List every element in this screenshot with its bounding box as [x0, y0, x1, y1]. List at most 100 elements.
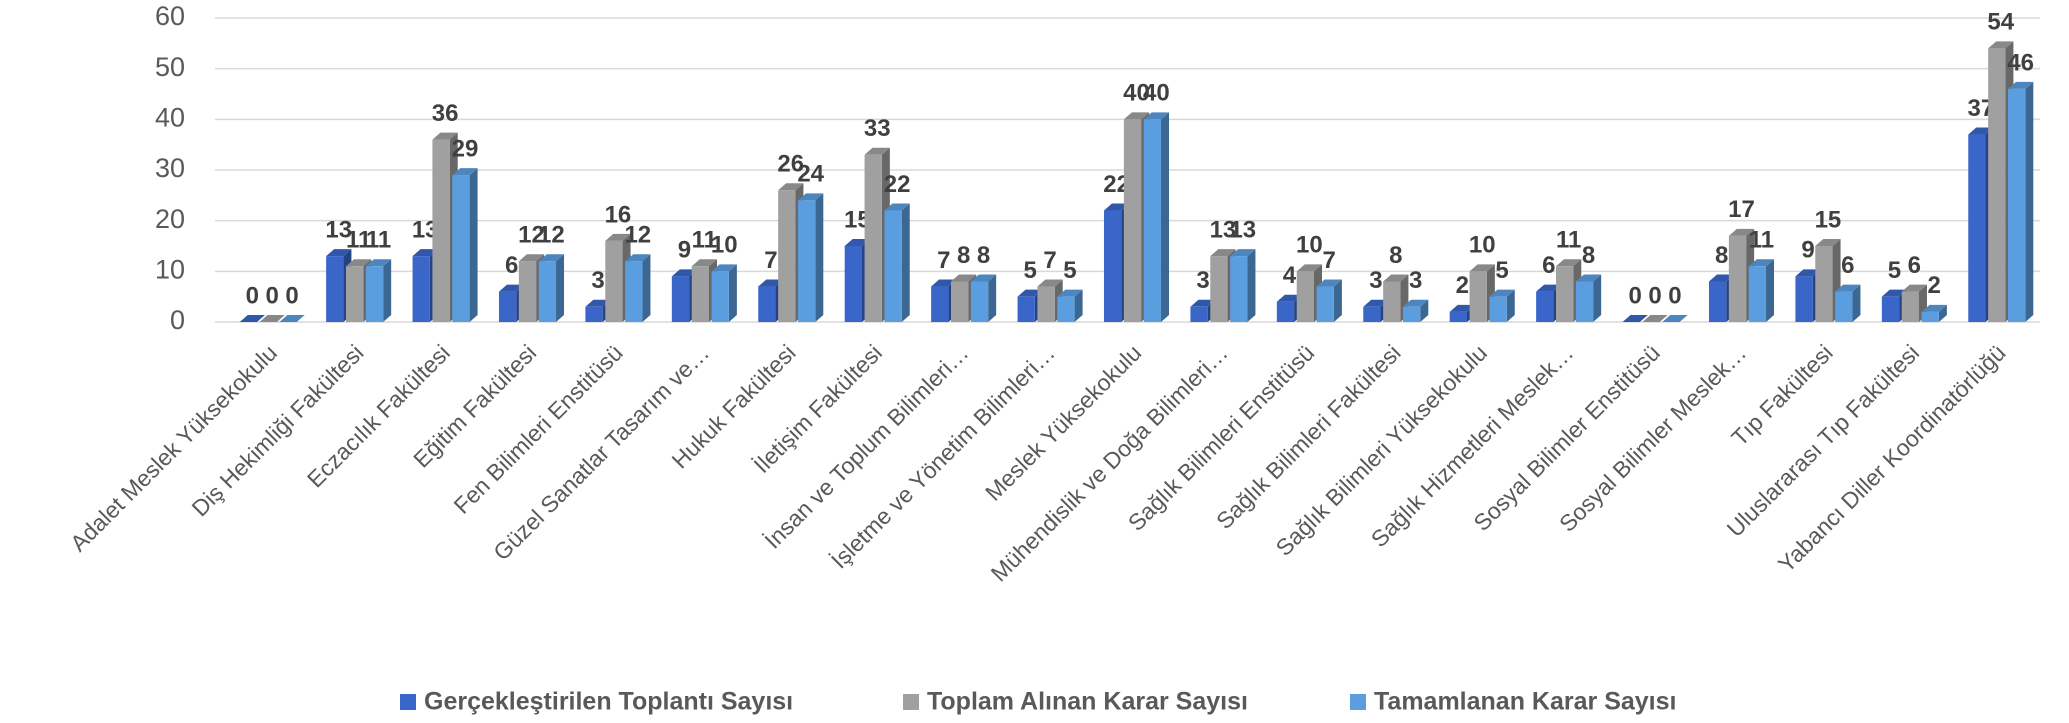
bar-top [884, 203, 910, 211]
data-label: 0 [1668, 282, 1681, 309]
y-tick-label: 50 [155, 52, 185, 82]
bar [1728, 235, 1747, 322]
bar-side [1247, 249, 1256, 322]
y-tick-label: 30 [155, 153, 185, 183]
bar [1748, 266, 1767, 322]
bar-side [642, 254, 651, 322]
bar-top [1662, 315, 1688, 322]
bar [1881, 296, 1900, 322]
bar [1123, 119, 1142, 322]
bar-top [1190, 299, 1216, 307]
data-label: 7 [1043, 247, 1056, 274]
data-label: 2 [1928, 272, 1941, 299]
bar-top [538, 254, 565, 262]
bar-side [1766, 259, 1775, 322]
bar [1556, 266, 1574, 322]
bar-top [1017, 289, 1043, 297]
bar-top [711, 264, 737, 272]
bar-top [326, 249, 352, 257]
data-label: 6 [1841, 252, 1854, 279]
data-label: 0 [266, 282, 279, 309]
bar [1057, 296, 1075, 322]
bar-top [1143, 112, 1170, 120]
bar [625, 261, 643, 322]
data-label: 13 [1210, 216, 1237, 243]
bar-top [1708, 274, 1735, 282]
data-label: 15 [1815, 206, 1842, 233]
bar [1536, 291, 1554, 322]
bar [931, 286, 949, 322]
bar [2008, 88, 2026, 322]
bar-top [1881, 289, 1908, 297]
data-label: 11 [346, 227, 371, 254]
bar [1017, 296, 1035, 322]
data-label: 17 [1728, 196, 1755, 223]
data-label: 10 [1296, 232, 1323, 259]
x-tick-label: Meslek Yüksekokulu [980, 339, 1146, 505]
data-label: 26 [777, 151, 804, 178]
bar-top [585, 299, 611, 307]
bar-top [1728, 228, 1755, 236]
data-label: 8 [1389, 242, 1402, 269]
data-label: 29 [452, 135, 479, 162]
bar-top [1230, 249, 1256, 257]
bar-side [556, 254, 565, 322]
bar [1988, 48, 2006, 323]
data-label: 13 [1229, 216, 1256, 243]
bar-top [671, 269, 698, 277]
bar-side [1074, 289, 1083, 322]
bar-side [1420, 299, 1429, 322]
bar [671, 276, 690, 322]
legend-label: Gerçekleştirilen Toplantı Sayısı [424, 688, 793, 716]
data-label: 16 [605, 201, 632, 228]
legend-label: Toplam Alınan Karar Sayısı [927, 688, 1248, 716]
bar [1143, 119, 1162, 322]
bar [1103, 210, 1122, 322]
data-label: 22 [884, 171, 911, 198]
bar [1190, 306, 1208, 322]
y-tick-label: 0 [170, 305, 185, 335]
x-tick-label: Fen Bilimleri Enstitüsü [448, 339, 627, 518]
data-label: 40 [1123, 80, 1150, 107]
bar [711, 271, 729, 322]
bar-top [864, 147, 890, 155]
data-label: 0 [246, 282, 259, 309]
bar-side [1852, 284, 1861, 322]
x-tick-label: Diş Hekimliği Fakültesi [187, 339, 369, 521]
bar-side [1938, 304, 1947, 322]
data-label: 7 [937, 247, 950, 274]
bar-side [469, 168, 478, 322]
bar-top [2008, 81, 2034, 89]
bar [585, 306, 603, 322]
bar [1835, 291, 1853, 322]
data-label: 3 [1369, 267, 1382, 294]
x-tick-label: Eczacılık Fakültesi [302, 339, 455, 492]
data-label: 13 [325, 216, 352, 243]
data-label: 5 [1888, 257, 1901, 284]
bar [498, 291, 517, 322]
bar-top [1469, 264, 1495, 272]
bar-top [625, 254, 651, 262]
bar [346, 266, 364, 322]
bar-top [1210, 249, 1236, 257]
bar-side [383, 259, 392, 322]
bar-top [1815, 239, 1841, 246]
bar-top [1449, 304, 1475, 312]
bar-top [518, 254, 545, 262]
bar-top [1489, 289, 1515, 297]
data-label: 3 [591, 267, 604, 294]
bar [798, 200, 816, 322]
bar-top [1556, 259, 1582, 267]
data-label: 10 [711, 232, 738, 259]
data-label: 54 [1987, 9, 2014, 36]
bar [1403, 306, 1421, 322]
data-label: 9 [678, 237, 691, 264]
bar [1968, 134, 1986, 322]
bar [1230, 256, 1248, 322]
y-tick-label: 40 [155, 102, 185, 132]
bar [412, 256, 430, 322]
bar-top [498, 284, 525, 292]
bar [1316, 286, 1334, 322]
y-tick-label: 20 [155, 204, 185, 234]
bar-side [901, 203, 910, 322]
